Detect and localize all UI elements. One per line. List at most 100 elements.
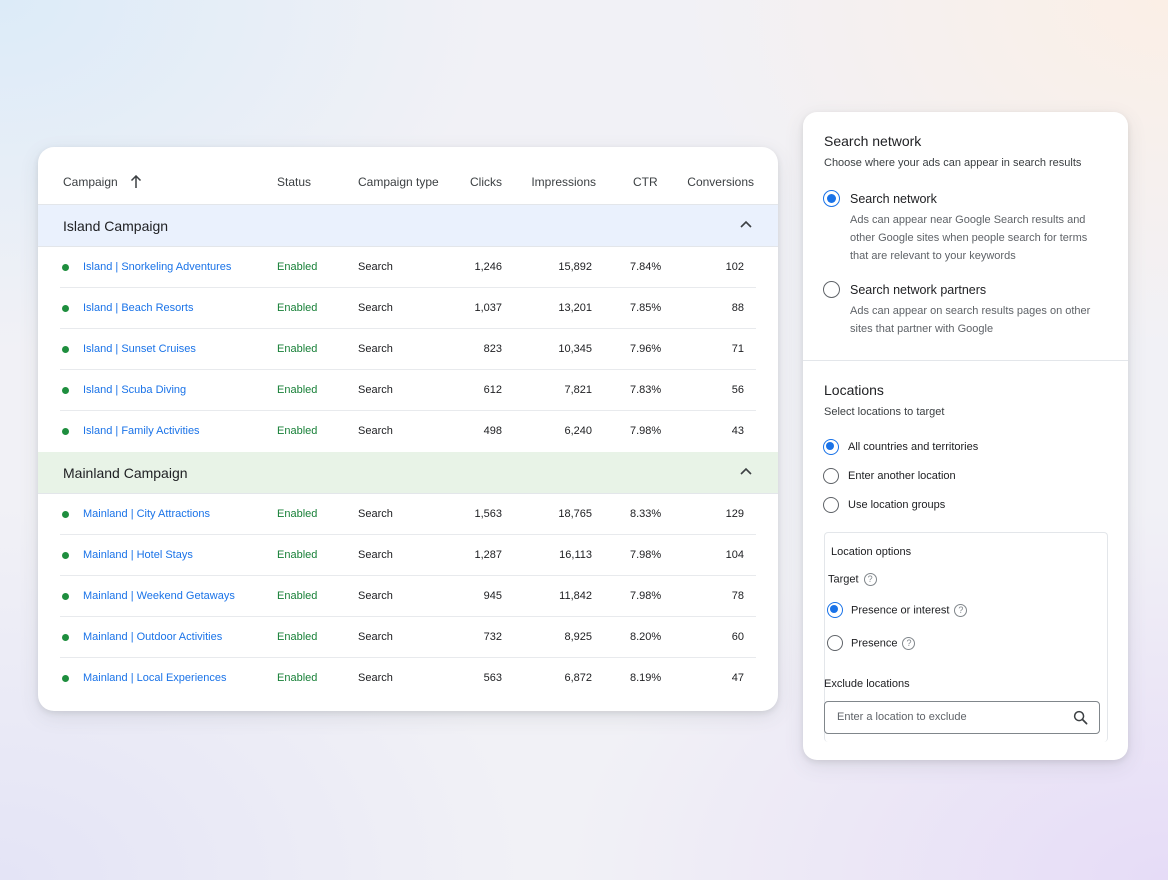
exclude-location-input[interactable]: Enter a location to exclude [824,701,1100,734]
impressions-cell: 10,345 [558,343,592,355]
location-options-title: Location options [831,546,912,558]
table-row: Island | Snorkeling Adventures Enabled Sea… [38,247,756,288]
campaign-type-cell: Search [358,302,393,314]
table-header: Campaign Status Campaign type Clicks Imp… [38,147,778,205]
conversions-cell: 104 [725,549,744,561]
status-dot-icon [62,387,69,394]
conversions-cell: 71 [731,343,744,355]
settings-panel: Search network Choose where your ads can… [803,112,1128,760]
conversions-cell: 47 [731,672,744,684]
campaign-name-link[interactable]: Island | Beach Resorts [83,302,194,314]
arrow-up-icon[interactable] [130,175,142,189]
help-icon[interactable]: ? [902,637,916,650]
help-icon[interactable]: ? [954,604,968,617]
help-icon[interactable]: ? [863,573,877,586]
group-header[interactable]: Island Campaign [38,205,778,247]
option-search-network-desc: Ads can appear near Google Search result… [850,211,1087,265]
campaign-name-link[interactable]: Island | Family Activities [83,425,200,437]
clicks-cell: 823 [483,343,502,355]
status-cell: Enabled [277,343,318,355]
exclude-location-placeholder: Enter a location to exclude [837,711,967,723]
radio-enter-another-location[interactable] [823,468,839,484]
impressions-cell: 13,201 [558,302,592,314]
status-cell: Enabled [277,549,318,561]
option-enter-another-location-label[interactable]: Enter another location [848,470,956,482]
campaign-name-link[interactable]: Island | Sunset Cruises [83,343,196,355]
ctr-cell: 7.96% [630,343,662,355]
radio-search-network[interactable] [823,190,840,207]
radio-search-network-partners[interactable] [823,281,840,298]
clicks-cell: 1,287 [474,549,502,561]
status-cell: Enabled [277,631,318,643]
campaign-name-link[interactable]: Island | Snorkeling Adventures [83,261,232,273]
impressions-cell: 6,240 [564,425,592,437]
campaign-type-cell: Search [358,672,393,684]
clicks-cell: 1,037 [474,302,502,314]
group-header[interactable]: Mainland Campaign [38,452,778,494]
option-search-network-label[interactable]: Search network [850,192,937,206]
impressions-cell: 16,113 [559,549,592,561]
impressions-cell: 8,925 [564,631,592,643]
radio-presence-or-interest[interactable] [827,602,843,618]
ctr-cell: 8.20% [630,631,662,643]
column-header-clicks[interactable]: Clicks [470,175,502,189]
clicks-cell: 498 [483,425,502,437]
status-cell: Enabled [277,261,318,273]
column-header-campaign-type[interactable]: Campaign type [358,175,439,189]
status-dot-icon [62,346,69,353]
option-presence-label: Presence [851,637,898,650]
conversions-cell: 60 [731,631,744,643]
group-title: Island Campaign [63,217,169,234]
campaign-name-link[interactable]: Island | Scuba Diving [83,384,187,396]
campaign-type-cell: Search [358,343,393,355]
ctr-cell: 7.98% [630,590,662,602]
impressions-cell: 15,892 [558,261,592,273]
option-use-location-groups-label[interactable]: Use location groups [848,499,946,511]
radio-use-location-groups[interactable] [823,497,839,513]
option-all-countries-label[interactable]: All countries and territories [848,441,979,453]
ctr-cell: 7.83% [630,384,662,396]
status-cell: Enabled [277,302,318,314]
conversions-cell: 43 [731,425,744,437]
campaign-table: Campaign Status Campaign type Clicks Imp… [38,147,778,711]
ctr-cell: 7.98% [630,549,662,561]
column-header-status[interactable]: Status [277,175,312,189]
option-search-network-desc-line: Ads can appear near Google Search result… [850,214,1086,226]
campaign-name-link[interactable]: Mainland | Outdoor Activities [83,631,223,643]
chevron-up-icon[interactable] [740,220,752,228]
campaign-name-link[interactable]: Mainland | City Attractions [83,508,210,520]
location-options-box: Location options Target? Presence or int… [824,532,1108,742]
table-row: Mainland | City Attractions Enabled Search… [38,494,756,535]
impressions-cell: 11,842 [559,590,592,602]
status-cell: Enabled [277,590,318,602]
campaign-name-link[interactable]: Mainland | Local Experiences [83,672,227,684]
column-header-campaign[interactable]: Campaign [63,175,142,189]
campaign-type-cell: Search [358,631,393,643]
campaign-type-cell: Search [358,384,393,396]
column-header-conversions[interactable]: Conversions [687,175,754,189]
search-icon[interactable] [1073,710,1088,725]
clicks-cell: 945 [483,590,502,602]
column-header-impressions[interactable]: Impressions [531,175,596,189]
column-header-ctr[interactable]: CTR [633,175,658,189]
status-dot-icon [62,428,69,435]
option-search-network-partners-label[interactable]: Search network partners [850,283,987,297]
conversions-cell: 56 [731,384,744,396]
clicks-cell: 1,563 [474,508,502,520]
ctr-cell: 8.33% [630,508,662,520]
option-presence-or-interest-label: Presence or interest [851,604,950,617]
column-header-campaign-label: Campaign [63,175,118,189]
ctr-cell: 7.84% [630,261,662,273]
option-presence[interactable]: Presence? [851,637,916,650]
campaign-name-link[interactable]: Mainland | Weekend Getaways [83,590,235,602]
radio-presence[interactable] [827,635,843,651]
exclude-locations-label: Exclude locations [824,678,910,690]
table-row: Mainland | Local Experiences Enabled Searc… [38,658,756,699]
option-search-network-partners-desc: Ads can appear on search results pages o… [850,302,1090,338]
status-dot-icon [62,593,69,600]
option-presence-or-interest[interactable]: Presence or interest? [851,604,968,617]
campaign-name-link[interactable]: Mainland | Hotel Stays [83,549,193,561]
clicks-cell: 612 [483,384,502,396]
chevron-up-icon[interactable] [740,467,752,475]
radio-all-countries[interactable] [823,439,839,455]
